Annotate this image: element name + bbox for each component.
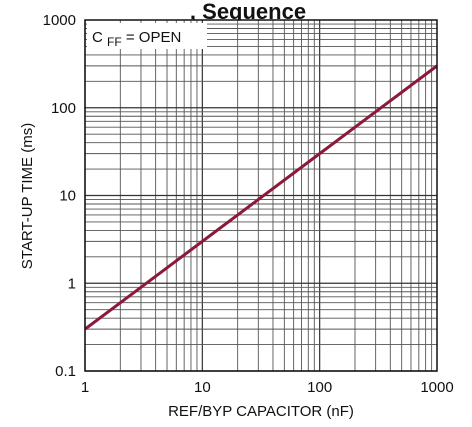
x-tick-labels: 1 10 100 1000 [81, 379, 454, 396]
y-axis-label: START-UP TIME (ms) [19, 123, 36, 269]
series-layer [84, 64, 438, 331]
y-tick-label: 0.1 [55, 363, 76, 380]
cff-annotation: C FF = OPEN [87, 23, 207, 50]
grid-lines [84, 20, 437, 372]
x-tick-label: 10 [194, 379, 211, 396]
annotation-text: C FF = OPEN [92, 29, 181, 50]
x-tick-label: 1000 [420, 379, 453, 396]
annotation-prefix: C [92, 29, 103, 46]
y-tick-label: 100 [51, 100, 76, 117]
x-tick-label: 100 [307, 379, 332, 396]
y-tick-label: 1000 [43, 12, 76, 29]
y-tick-label: 10 [59, 188, 76, 205]
startup-time-curve [84, 64, 438, 331]
annotation-suffix: = OPEN [126, 29, 181, 46]
x-tick-label: 1 [81, 379, 89, 396]
y-tick-labels: 0.1 1 10 100 1000 [43, 12, 76, 380]
y-tick-label: 1 [68, 275, 76, 292]
annotation-subscript: FF [107, 35, 122, 49]
x-axis-label: REF/BYP CAPACITOR (nF) [168, 403, 354, 420]
annotation-background [87, 23, 207, 49]
plot-frame [84, 19, 438, 372]
